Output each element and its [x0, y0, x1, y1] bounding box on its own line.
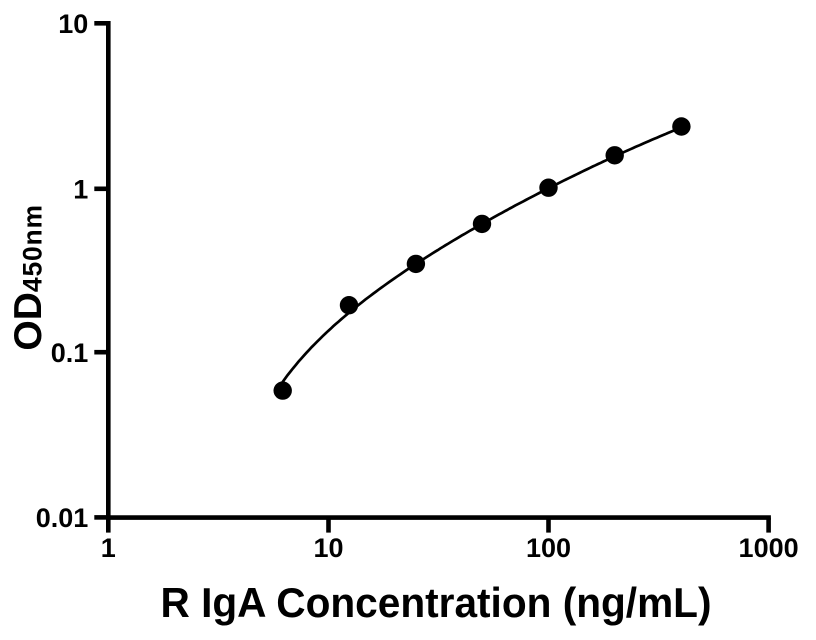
svg-text:1: 1 [101, 533, 116, 563]
svg-text:100: 100 [526, 533, 571, 563]
svg-text:1: 1 [73, 175, 88, 205]
svg-text:0.01: 0.01 [36, 503, 89, 533]
svg-text:0.1: 0.1 [51, 338, 89, 368]
svg-text:R IgA Concentration (ng/mL): R IgA Concentration (ng/mL) [161, 579, 712, 626]
svg-text:1000: 1000 [739, 533, 799, 563]
svg-text:10: 10 [58, 9, 88, 39]
svg-text:10: 10 [313, 533, 343, 563]
